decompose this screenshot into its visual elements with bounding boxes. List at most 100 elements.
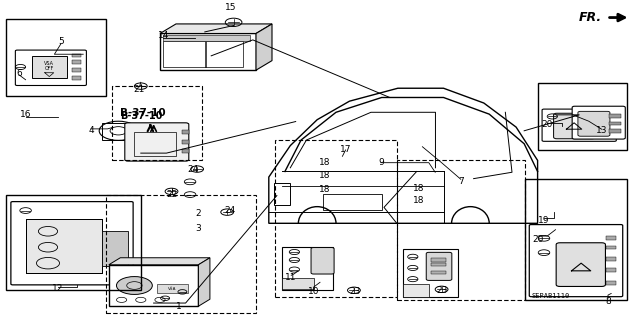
- Bar: [606, 268, 616, 272]
- Bar: [538, 83, 627, 150]
- Bar: [32, 56, 67, 78]
- Text: 14: 14: [157, 31, 169, 40]
- FancyBboxPatch shape: [554, 113, 595, 139]
- Bar: [525, 179, 627, 300]
- Bar: [282, 278, 314, 289]
- Bar: [102, 123, 138, 140]
- Text: 2: 2: [196, 209, 201, 218]
- Bar: [26, 219, 102, 273]
- Bar: [112, 86, 202, 160]
- Bar: [431, 271, 446, 274]
- FancyBboxPatch shape: [572, 106, 625, 139]
- Text: 5: 5: [58, 37, 63, 46]
- FancyBboxPatch shape: [542, 109, 616, 141]
- Text: 18: 18: [319, 158, 331, 167]
- Text: 21: 21: [134, 85, 145, 94]
- Bar: [606, 246, 616, 249]
- Bar: [106, 195, 256, 313]
- Bar: [431, 258, 446, 262]
- FancyBboxPatch shape: [15, 50, 86, 85]
- Text: SEPAB1110: SEPAB1110: [531, 293, 570, 299]
- Bar: [160, 33, 256, 70]
- Bar: [163, 35, 250, 41]
- Text: 22: 22: [166, 190, 177, 199]
- Bar: [403, 284, 429, 297]
- Bar: [72, 54, 81, 57]
- Text: 18: 18: [413, 197, 425, 205]
- Polygon shape: [256, 24, 272, 70]
- Bar: [609, 114, 621, 118]
- Text: 17: 17: [340, 145, 351, 154]
- Text: 3: 3: [196, 224, 201, 233]
- Text: 12: 12: [52, 284, 63, 293]
- Text: VSA: VSA: [44, 61, 54, 66]
- Bar: [323, 194, 381, 210]
- Bar: [102, 231, 128, 266]
- Polygon shape: [198, 258, 210, 306]
- Text: OFF: OFF: [45, 66, 54, 71]
- Text: 15: 15: [225, 4, 236, 12]
- Text: 1: 1: [177, 302, 182, 311]
- Bar: [609, 122, 621, 125]
- Bar: [606, 257, 616, 261]
- Text: B-37-10: B-37-10: [120, 108, 166, 118]
- Text: 7: 7: [458, 177, 463, 186]
- Bar: [182, 149, 189, 153]
- Bar: [109, 265, 198, 306]
- Bar: [431, 263, 446, 266]
- Text: 4: 4: [88, 126, 93, 135]
- Text: 18: 18: [319, 185, 331, 194]
- Bar: [403, 249, 458, 297]
- Bar: [282, 247, 333, 290]
- Text: 23: 23: [436, 286, 447, 295]
- Text: 18: 18: [319, 171, 331, 180]
- Bar: [26, 219, 102, 273]
- Text: 9: 9: [378, 158, 383, 167]
- Bar: [182, 140, 189, 144]
- Bar: [596, 124, 605, 128]
- Bar: [163, 41, 206, 67]
- Bar: [609, 129, 621, 133]
- Bar: [205, 41, 243, 67]
- Circle shape: [99, 121, 138, 140]
- Bar: [6, 195, 141, 290]
- Bar: [6, 19, 106, 96]
- Circle shape: [116, 277, 152, 294]
- Text: 24: 24: [188, 165, 199, 174]
- FancyBboxPatch shape: [578, 111, 610, 136]
- FancyBboxPatch shape: [426, 252, 452, 280]
- Text: 23: 23: [349, 287, 361, 296]
- Text: 24: 24: [225, 206, 236, 215]
- FancyBboxPatch shape: [311, 248, 334, 274]
- FancyBboxPatch shape: [125, 123, 189, 161]
- Text: 8: 8: [605, 297, 611, 306]
- Bar: [182, 130, 189, 134]
- Bar: [606, 281, 616, 285]
- Text: VŠA: VŠA: [168, 287, 177, 291]
- Bar: [72, 68, 81, 72]
- Bar: [72, 60, 81, 64]
- Bar: [596, 113, 605, 116]
- Bar: [606, 236, 616, 240]
- FancyBboxPatch shape: [11, 202, 133, 285]
- Text: 13: 13: [596, 126, 607, 135]
- FancyBboxPatch shape: [529, 225, 623, 297]
- Text: 19: 19: [538, 216, 550, 225]
- Bar: [157, 284, 188, 293]
- Text: FR.: FR.: [579, 11, 602, 24]
- Text: 11: 11: [285, 273, 297, 282]
- Text: 20: 20: [532, 235, 543, 244]
- Bar: [275, 140, 397, 297]
- Polygon shape: [109, 258, 210, 265]
- Bar: [72, 76, 81, 80]
- Text: 20: 20: [541, 120, 553, 129]
- Text: 18: 18: [413, 184, 425, 193]
- Bar: [274, 182, 291, 205]
- Text: 16: 16: [20, 110, 31, 119]
- Bar: [596, 118, 605, 121]
- FancyBboxPatch shape: [556, 243, 605, 286]
- Text: B-37-10: B-37-10: [120, 111, 163, 122]
- Text: 10: 10: [308, 287, 319, 296]
- Bar: [397, 160, 525, 300]
- Text: 6: 6: [17, 69, 22, 78]
